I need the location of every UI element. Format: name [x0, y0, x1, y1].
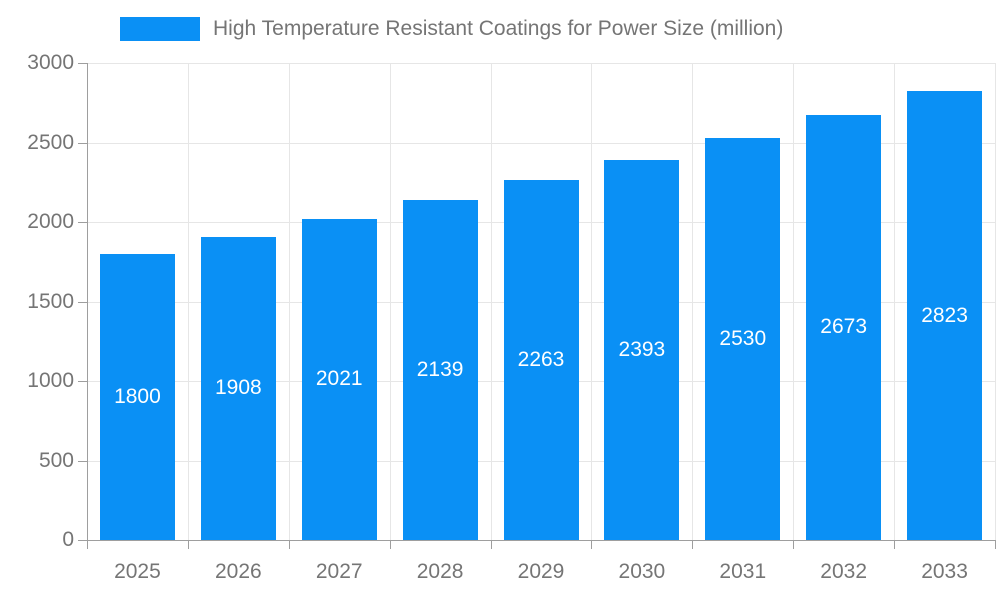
bar-value-label: 1800 — [114, 384, 161, 408]
x-axis-tick — [591, 540, 593, 549]
x-axis-line — [78, 540, 995, 541]
bar-value-label: 2673 — [820, 315, 868, 339]
gridline-horizontal — [87, 63, 995, 64]
gridline-vertical — [490, 63, 492, 540]
y-tick-label: 1500 — [27, 289, 74, 313]
bar-value-label: 2530 — [719, 326, 767, 350]
y-tick-label: 0 — [62, 528, 74, 551]
y-tick-label: 500 — [38, 448, 74, 472]
x-tick-label: 2026 — [214, 560, 262, 583]
x-tick-label: 2025 — [114, 560, 161, 583]
y-axis-tick — [78, 460, 87, 462]
bar-2029[interactable] — [503, 180, 579, 540]
gridline-vertical — [389, 63, 391, 540]
x-tick-label: 2027 — [315, 560, 363, 583]
y-tick-label: 2000 — [27, 210, 74, 233]
bar-value-label: 2021 — [315, 367, 363, 391]
bar-2027[interactable] — [301, 218, 377, 540]
y-axis-tick — [78, 222, 87, 223]
x-tick-label: 2033 — [921, 560, 968, 583]
x-tick-label: 2029 — [517, 560, 565, 583]
x-axis-tick — [87, 540, 88, 549]
gridline-vertical — [692, 63, 694, 540]
gridline-vertical — [187, 63, 189, 540]
bar-2028[interactable] — [402, 199, 478, 540]
y-axis-tick — [78, 63, 87, 64]
bar-2025[interactable] — [99, 253, 175, 540]
x-axis-tick — [793, 540, 795, 549]
y-axis-tick — [78, 301, 87, 303]
x-tick-label: 2032 — [820, 560, 868, 583]
bar-value-label: 2263 — [517, 348, 565, 372]
x-tick-label: 2030 — [618, 560, 666, 583]
x-axis-tick — [288, 540, 290, 549]
y-tick-label: 3000 — [27, 51, 74, 74]
bar-2031[interactable] — [705, 137, 781, 540]
x-tick-label: 2031 — [719, 560, 767, 583]
x-axis-tick — [894, 540, 896, 549]
bar-value-label: 2823 — [921, 303, 968, 327]
x-tick-label: 2028 — [416, 560, 464, 583]
gridline-vertical — [591, 63, 593, 540]
gridline-horizontal — [87, 142, 995, 144]
gridline-vertical — [995, 63, 996, 540]
gridline-vertical — [894, 63, 896, 540]
x-axis-tick — [389, 540, 391, 549]
bar-2033[interactable] — [907, 91, 983, 540]
y-tick-label: 2500 — [27, 130, 74, 154]
legend-label: High Temperature Resistant Coatings for … — [213, 17, 784, 40]
x-axis-tick — [995, 540, 996, 549]
x-axis-tick — [692, 540, 694, 549]
y-axis-tick — [78, 381, 87, 382]
bar-2030[interactable] — [604, 159, 680, 540]
gridline-vertical — [288, 63, 290, 540]
bar-2026[interactable] — [200, 236, 276, 540]
bar-value-label: 1908 — [214, 376, 262, 400]
y-tick-label: 1000 — [27, 369, 74, 392]
gridline-vertical — [793, 63, 795, 540]
legend[interactable]: High Temperature Resistant Coatings for … — [120, 17, 783, 41]
legend-swatch — [120, 17, 200, 41]
x-axis-tick — [490, 540, 492, 549]
x-axis-tick — [187, 540, 189, 549]
y-axis-tick — [78, 540, 87, 541]
bar-value-label: 2393 — [618, 337, 666, 361]
y-axis-tick — [78, 142, 87, 144]
y-axis-line — [87, 63, 88, 549]
bar-value-label: 2139 — [416, 357, 464, 381]
bar-2032[interactable] — [806, 114, 882, 540]
